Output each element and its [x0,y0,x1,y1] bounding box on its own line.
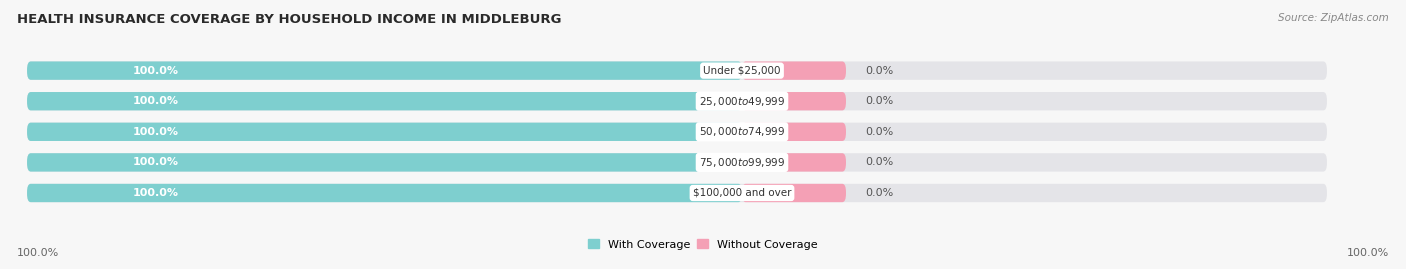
Text: 100.0%: 100.0% [132,66,179,76]
FancyBboxPatch shape [742,153,846,172]
Text: HEALTH INSURANCE COVERAGE BY HOUSEHOLD INCOME IN MIDDLEBURG: HEALTH INSURANCE COVERAGE BY HOUSEHOLD I… [17,13,561,26]
FancyBboxPatch shape [27,92,1327,110]
FancyBboxPatch shape [27,61,1327,80]
FancyBboxPatch shape [742,184,846,202]
Text: Source: ZipAtlas.com: Source: ZipAtlas.com [1278,13,1389,23]
FancyBboxPatch shape [27,184,742,202]
Text: 0.0%: 0.0% [866,96,894,106]
Text: 0.0%: 0.0% [866,66,894,76]
FancyBboxPatch shape [27,61,742,80]
Text: 100.0%: 100.0% [17,248,59,258]
Text: $100,000 and over: $100,000 and over [693,188,792,198]
FancyBboxPatch shape [27,153,742,172]
Text: $25,000 to $49,999: $25,000 to $49,999 [699,95,785,108]
FancyBboxPatch shape [27,153,1327,172]
Text: 100.0%: 100.0% [132,157,179,167]
Text: $75,000 to $99,999: $75,000 to $99,999 [699,156,785,169]
Text: Under $25,000: Under $25,000 [703,66,780,76]
FancyBboxPatch shape [27,123,742,141]
FancyBboxPatch shape [742,61,846,80]
Text: $50,000 to $74,999: $50,000 to $74,999 [699,125,785,138]
Text: 100.0%: 100.0% [132,127,179,137]
FancyBboxPatch shape [27,184,1327,202]
Text: 100.0%: 100.0% [132,96,179,106]
Legend: With Coverage, Without Coverage: With Coverage, Without Coverage [583,235,823,254]
Text: 0.0%: 0.0% [866,127,894,137]
FancyBboxPatch shape [27,123,1327,141]
FancyBboxPatch shape [742,123,846,141]
FancyBboxPatch shape [742,92,846,110]
Text: 0.0%: 0.0% [866,157,894,167]
Text: 100.0%: 100.0% [132,188,179,198]
Text: 100.0%: 100.0% [1347,248,1389,258]
FancyBboxPatch shape [27,92,742,110]
Text: 0.0%: 0.0% [866,188,894,198]
